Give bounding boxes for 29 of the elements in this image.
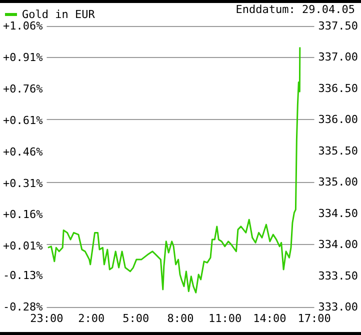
x-tick-label: 17:00 xyxy=(298,312,331,325)
y-tick-label: +0.16% xyxy=(2,208,44,222)
y-tick-label: +0.31% xyxy=(2,176,44,190)
y-tick-label: -0.13% xyxy=(2,269,44,282)
y-tick-label: +0.46% xyxy=(2,145,44,158)
x-tick-label: 8:00 xyxy=(167,312,194,325)
x-tick-label: 11:00 xyxy=(208,312,242,325)
y-tick-label: +1.06% xyxy=(2,20,44,32)
x-tick-label: 2:00 xyxy=(78,312,105,325)
y-tick-label: +0.76% xyxy=(2,82,44,96)
y2-tick-label: 334.00 xyxy=(318,238,358,252)
x-tick-label: 23:00 xyxy=(30,312,64,325)
y-tick-label: -0.28% xyxy=(2,300,44,314)
x-tick-label: 14:00 xyxy=(253,312,286,325)
x-tick-label: 5:00 xyxy=(122,312,150,325)
y2-tick-label: 333.50 xyxy=(318,269,358,282)
y2-tick-label: 334.50 xyxy=(318,206,358,220)
y2-tick-label: 335.00 xyxy=(318,176,358,189)
y2-tick-label: 337.00 xyxy=(318,50,358,64)
y-tick-label: +0.01% xyxy=(2,240,44,253)
y2-tick-label: 336.00 xyxy=(318,113,358,126)
y2-tick-label: 336.50 xyxy=(318,82,358,95)
y2-tick-label: 335.50 xyxy=(318,144,358,158)
text: Enddatum: 29.04.05 xyxy=(236,3,356,16)
y2-tick-label: 337.50 xyxy=(318,20,358,32)
y-tick-label: +0.91% xyxy=(2,50,44,64)
y-tick-label: +0.61% xyxy=(2,114,44,127)
y2-tick-label: 333.00 xyxy=(318,300,358,314)
legend-label: Gold in EUR xyxy=(22,8,96,21)
